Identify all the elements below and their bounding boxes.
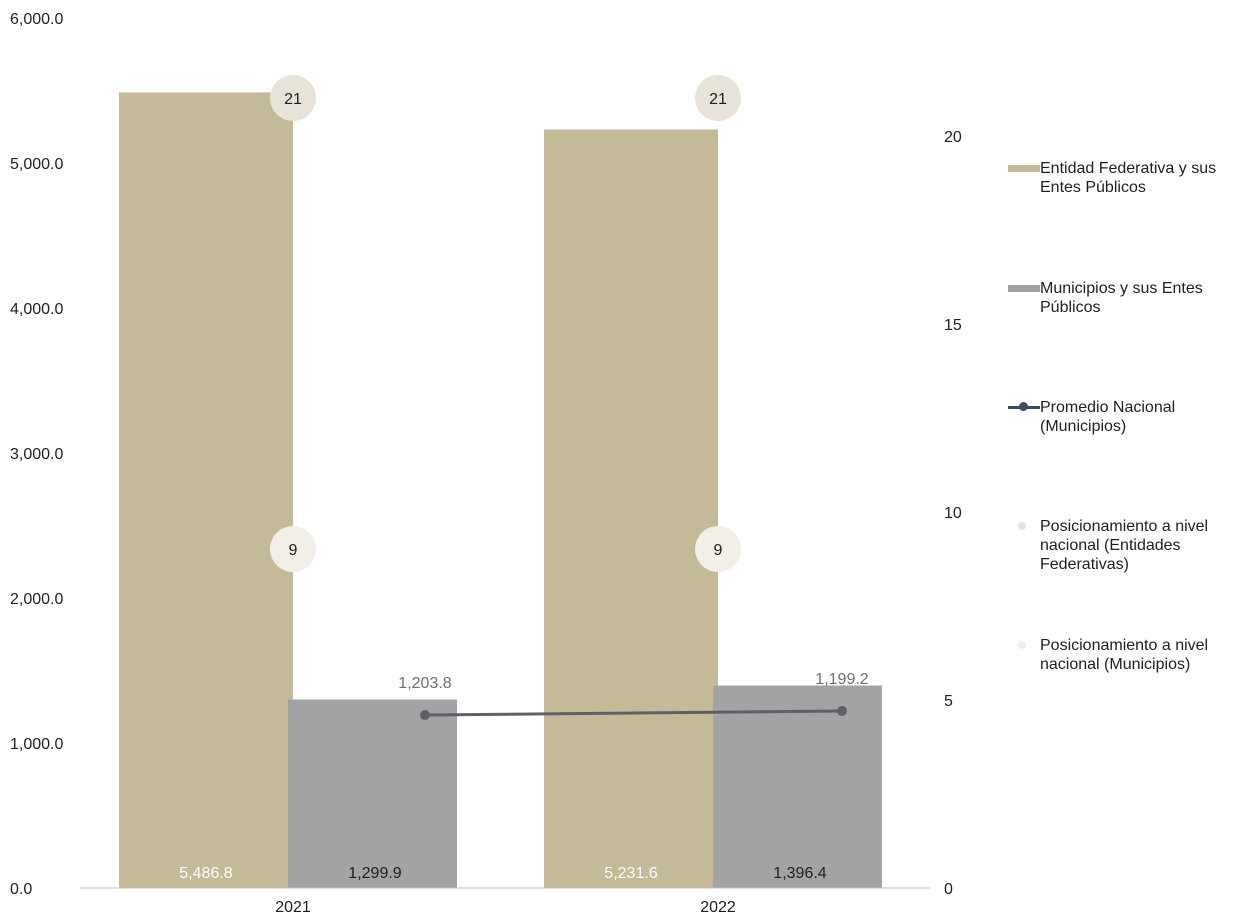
legend-item-posicion-entidades: Posicionamiento a nivel nacional (Entida… bbox=[1008, 517, 1236, 574]
marker-label-municipios: 9 bbox=[289, 542, 298, 559]
legend-item-promedio: Promedio Nacional (Municipios) bbox=[1008, 398, 1236, 436]
legend-swatch-posicion-entidades bbox=[1008, 517, 1040, 536]
y-tick-label: 2,000.0 bbox=[10, 591, 63, 608]
marker-label-municipios: 9 bbox=[714, 542, 723, 559]
legend-label-posicion-municipios: Posicionamiento a nivel nacional (Munici… bbox=[1040, 637, 1209, 673]
legend-item-municipios: Municipios y sus Entes Públicos bbox=[1008, 279, 1236, 317]
y-tick-label: 6,000.0 bbox=[10, 11, 63, 28]
point-promedio bbox=[420, 710, 430, 720]
x-tick-label: 2021 bbox=[275, 899, 311, 916]
bar-entidad bbox=[544, 129, 718, 889]
legend-swatch-municipios bbox=[1008, 279, 1040, 298]
bar-entidad bbox=[119, 92, 293, 888]
y2-tick-label: 15 bbox=[944, 317, 962, 334]
bar-label-entidad: 5,231.6 bbox=[604, 865, 657, 882]
legend-label-municipios: Municipios y sus Entes Públicos bbox=[1040, 280, 1203, 316]
legend-swatch-entidad bbox=[1008, 159, 1040, 178]
legend-swatch-promedio bbox=[1008, 398, 1040, 417]
marker-posicion-municipios bbox=[270, 526, 316, 572]
x-tick-label: 2022 bbox=[700, 899, 736, 916]
bar-label-entidad: 5,486.8 bbox=[179, 865, 232, 882]
bar-label-municipios: 1,299.9 bbox=[348, 865, 401, 882]
y2-tick-label: 20 bbox=[944, 129, 962, 146]
marker-posicion-entidades bbox=[270, 75, 316, 121]
y2-tick-label: 10 bbox=[944, 505, 962, 522]
y-tick-label: 4,000.0 bbox=[10, 301, 63, 318]
y-tick-label: 3,000.0 bbox=[10, 446, 63, 463]
bar-municipios bbox=[713, 685, 882, 888]
legend-item-posicion-municipios: Posicionamiento a nivel nacional (Munici… bbox=[1008, 636, 1236, 674]
marker-posicion-entidades bbox=[695, 75, 741, 121]
y2-tick-label: 0 bbox=[944, 881, 953, 898]
bar-label-municipios: 1,396.4 bbox=[773, 865, 826, 882]
legend-label-posicion-entidades: Posicionamiento a nivel nacional (Entida… bbox=[1040, 518, 1209, 573]
label-promedio: 1,199.2 bbox=[815, 671, 868, 688]
marker-label-entidades: 21 bbox=[709, 91, 727, 108]
y-tick-label: 1,000.0 bbox=[10, 736, 63, 753]
chart-canvas: 0.0 1,000.0 2,000.0 3,000.0 4,000.0 5,000.0 6,… bbox=[10, 11, 962, 916]
legend-swatch-posicion-municipios bbox=[1008, 636, 1040, 655]
line-promedio bbox=[424, 709, 843, 717]
legend-label-promedio: Promedio Nacional (Municipios) bbox=[1040, 399, 1176, 435]
marker-label-entidades: 21 bbox=[284, 91, 302, 108]
marker-posicion-municipios bbox=[695, 526, 741, 572]
legend-item-entidad: Entidad Federativa y sus Entes Públicos bbox=[1008, 159, 1236, 197]
y-tick-label: 5,000.0 bbox=[10, 156, 63, 173]
label-promedio: 1,203.8 bbox=[398, 675, 451, 692]
legend-label-entidad: Entidad Federativa y sus Entes Públicos bbox=[1040, 160, 1217, 196]
bar-municipios bbox=[288, 699, 457, 888]
y-tick-label: 0.0 bbox=[10, 881, 32, 898]
point-promedio bbox=[837, 706, 847, 716]
y2-tick-label: 5 bbox=[944, 693, 953, 710]
